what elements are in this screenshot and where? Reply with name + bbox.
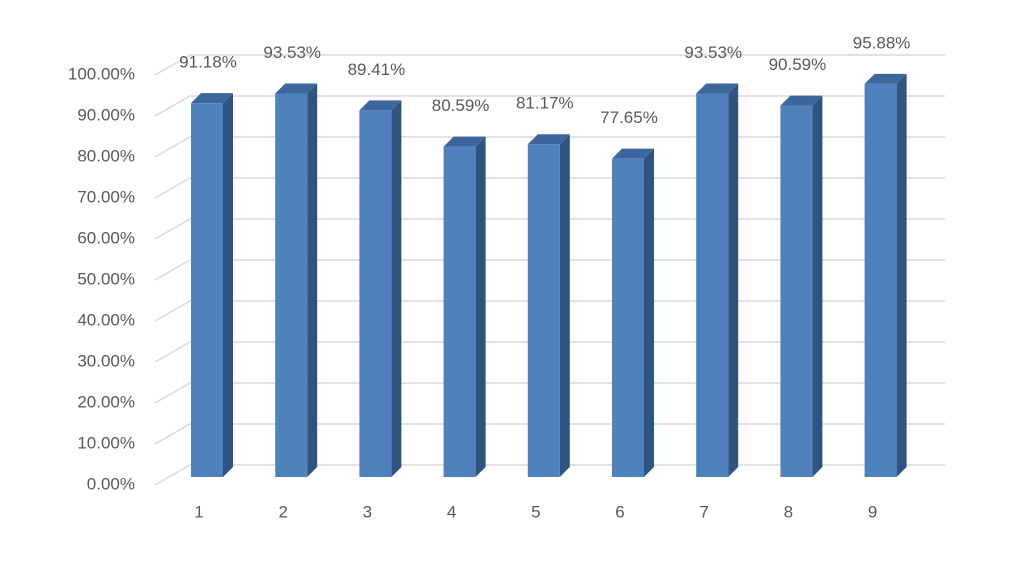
bar-side [391, 100, 402, 477]
bar [359, 110, 392, 477]
y-tick-label: 10.00% [77, 433, 135, 452]
grid-line [154, 464, 945, 486]
bar-top [191, 93, 233, 104]
grid-line [154, 136, 945, 158]
bar-side [475, 136, 486, 477]
bar-side [812, 95, 823, 478]
bar [612, 158, 644, 477]
data-label: 81.17% [516, 94, 574, 113]
data-label: 93.53% [684, 43, 742, 62]
y-tick-label: 40.00% [77, 310, 135, 329]
bar-side [307, 83, 318, 477]
bar-top [696, 83, 739, 94]
y-tick-label: 0.00% [87, 474, 135, 493]
grid-line [154, 177, 945, 199]
y-tick-label: 50.00% [77, 269, 135, 288]
y-tick-label: 60.00% [77, 228, 135, 247]
grid-line [154, 300, 945, 322]
x-tick-label: 5 [531, 502, 540, 521]
grid-line [154, 423, 945, 445]
bar-side [223, 93, 233, 478]
data-label: 90.59% [769, 55, 827, 74]
x-tick-label: 7 [699, 502, 708, 521]
bar-top [864, 73, 907, 84]
bar-top [780, 95, 823, 106]
data-label: 93.53% [263, 43, 321, 62]
bar-top [527, 134, 570, 145]
y-tick-label: 80.00% [77, 146, 135, 165]
x-tick-label: 9 [868, 502, 877, 521]
bar [696, 93, 729, 477]
grid-line [154, 54, 945, 76]
y-tick-label: 90.00% [77, 105, 135, 124]
x-tick-label: 4 [447, 502, 456, 521]
data-label: 95.88% [853, 33, 911, 52]
data-label: 89.41% [348, 60, 406, 79]
grid-line [154, 259, 945, 281]
x-tick-label: 6 [615, 502, 624, 521]
data-label: 91.18% [179, 53, 237, 72]
bar [780, 105, 813, 478]
bar [527, 144, 560, 477]
x-tick-label: 2 [278, 502, 287, 521]
data-label: 80.59% [432, 96, 490, 115]
x-tick-label: 8 [784, 502, 793, 521]
bar-top [612, 148, 654, 159]
bar-side [644, 148, 654, 477]
bar [191, 103, 223, 478]
grid-line [154, 382, 945, 404]
y-tick-label: 20.00% [77, 392, 135, 411]
x-tick-label: 3 [363, 502, 372, 521]
grid-line [154, 218, 945, 240]
bar-top [275, 83, 318, 94]
y-tick-label: 70.00% [77, 187, 135, 206]
bar-side [559, 134, 570, 477]
bar [443, 146, 476, 477]
bar-top [443, 136, 486, 147]
bar-top [359, 100, 402, 111]
grid-line [154, 341, 945, 363]
x-tick-label: 1 [194, 502, 203, 521]
bar [275, 93, 308, 477]
y-tick-label: 100.00% [68, 64, 135, 83]
bar-side [728, 83, 739, 477]
y-tick-label: 30.00% [77, 351, 135, 370]
grid-line [154, 95, 945, 117]
data-label: 77.65% [600, 108, 658, 127]
bar [864, 83, 897, 477]
bar-side [896, 73, 907, 477]
